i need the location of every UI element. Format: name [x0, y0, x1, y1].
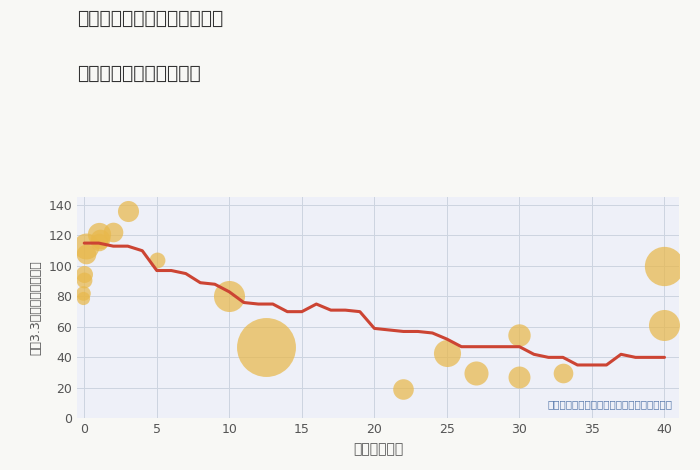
Point [80, 250, 91, 258]
Point [93, 238, 104, 245]
Point [93, 230, 104, 238]
Text: 築年数別中古戸建て価格: 築年数別中古戸建て価格 [77, 63, 201, 82]
Point [470, 369, 482, 376]
Point [224, 293, 235, 300]
Y-axis label: 坪（3.3㎡）単価（万円）: 坪（3.3㎡）単価（万円） [29, 260, 43, 355]
Point [94, 235, 106, 243]
Point [514, 373, 525, 381]
Point [659, 321, 670, 329]
Text: 愛知県名古屋市守山区瀬古の: 愛知県名古屋市守山区瀬古の [77, 9, 223, 28]
Text: 円の大きさは、取引のあった物件面積を示す: 円の大きさは、取引のあった物件面積を示す [548, 400, 673, 409]
Point [78, 270, 90, 277]
Point [122, 207, 134, 215]
Point [260, 343, 271, 351]
Point [151, 256, 162, 264]
Point [659, 262, 670, 270]
Point [398, 385, 409, 393]
Point [557, 369, 568, 376]
Point [77, 290, 88, 297]
Point [80, 243, 91, 250]
X-axis label: 築年数（年）: 築年数（年） [353, 442, 403, 456]
Point [78, 276, 90, 283]
Point [514, 331, 525, 338]
Point [77, 294, 88, 302]
Point [108, 229, 119, 236]
Point [441, 349, 452, 357]
